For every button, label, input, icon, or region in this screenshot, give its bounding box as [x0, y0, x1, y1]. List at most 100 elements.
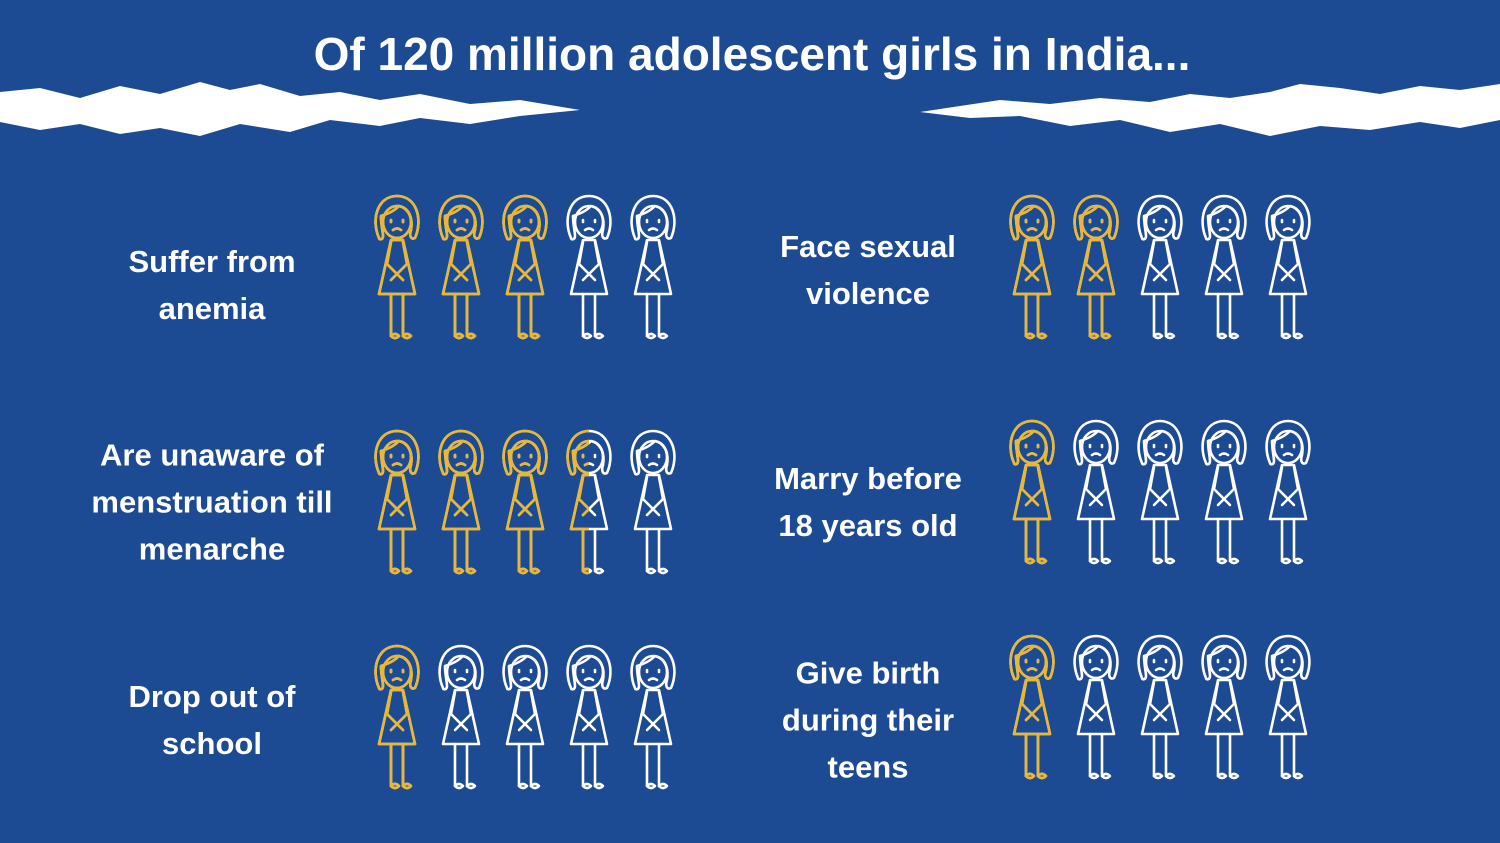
- eyes: [1024, 658, 1040, 664]
- girl-figure: [630, 429, 676, 575]
- category-label: Suffer from anemia: [128, 244, 296, 326]
- dress: [1076, 238, 1116, 296]
- legs: [1282, 519, 1294, 561]
- legs: [517, 527, 533, 573]
- eyes: [1024, 443, 1040, 449]
- legs: [1218, 294, 1230, 336]
- eyes: [389, 668, 405, 674]
- arms: [1148, 240, 1172, 282]
- feet: [581, 567, 589, 575]
- face: [445, 654, 477, 690]
- eyes: [1024, 218, 1040, 224]
- mouth: [1090, 452, 1102, 457]
- mouth: [647, 677, 659, 682]
- mouth: [519, 462, 531, 467]
- girl-figure: [1201, 194, 1247, 340]
- eyes: [1154, 445, 1166, 447]
- feet: [453, 567, 477, 575]
- mouth: [647, 227, 659, 232]
- eyes: [1024, 443, 1040, 449]
- chart-title: Of 120 million adolescent girls in India…: [314, 28, 1191, 80]
- legs: [581, 527, 585, 573]
- face: [637, 204, 669, 240]
- eyes: [1088, 443, 1104, 449]
- arms: [449, 690, 473, 732]
- girl-figure: [1073, 194, 1119, 340]
- legs: [1088, 292, 1104, 338]
- eyes: [1280, 218, 1296, 224]
- girl-figure: [1265, 634, 1311, 780]
- eyes: [389, 218, 405, 224]
- hair: [502, 194, 548, 241]
- legs: [647, 529, 659, 571]
- feet: [1024, 772, 1048, 780]
- mouth: [1218, 667, 1230, 672]
- face: [509, 204, 541, 240]
- eyes: [647, 220, 659, 222]
- dress: [1268, 463, 1308, 521]
- face: [1016, 644, 1048, 680]
- arms: [1084, 680, 1108, 722]
- arms: [385, 475, 409, 517]
- dress: [569, 238, 609, 296]
- face: [381, 204, 413, 240]
- mouth: [1026, 667, 1038, 672]
- arms: [385, 240, 409, 282]
- eyes: [1218, 660, 1230, 662]
- feet: [645, 782, 669, 790]
- dress: [1204, 678, 1244, 736]
- girl-figure: [1073, 634, 1119, 780]
- eyes: [583, 670, 595, 672]
- arms: [1020, 465, 1044, 507]
- category-label: Drop out of school: [128, 679, 296, 761]
- hair: [1073, 634, 1119, 681]
- mouth: [519, 227, 531, 232]
- arms: [641, 240, 665, 282]
- feet: [1280, 557, 1304, 565]
- eyes: [1154, 220, 1166, 222]
- girl-figure: [1137, 634, 1183, 780]
- arms: [449, 240, 473, 282]
- girl-figure: [438, 194, 484, 340]
- legs: [581, 527, 597, 573]
- legs: [1280, 517, 1296, 563]
- arms: [577, 240, 601, 282]
- hair: [630, 194, 676, 241]
- girl-figure: [1009, 194, 1055, 340]
- torn-paper-left: [0, 82, 580, 136]
- face: [381, 439, 413, 475]
- girl-figure: [1073, 419, 1119, 565]
- hair: [630, 429, 676, 476]
- mouth: [391, 462, 403, 467]
- arms: [1084, 240, 1108, 282]
- torn-paper-right: [920, 84, 1500, 136]
- arms: [513, 475, 537, 517]
- eyes: [1152, 658, 1168, 664]
- legs: [1024, 732, 1040, 778]
- face: [1208, 644, 1240, 680]
- legs: [517, 742, 533, 788]
- pictogram-row: [374, 644, 676, 790]
- arms: [641, 475, 665, 517]
- dress: [633, 473, 673, 531]
- dress: [1140, 238, 1180, 296]
- hair: [438, 194, 484, 241]
- face: [573, 654, 605, 690]
- legs: [1088, 732, 1104, 778]
- face: [381, 654, 413, 690]
- filled-figures: [1009, 634, 1230, 780]
- feet: [1024, 557, 1048, 565]
- mouth: [1090, 227, 1102, 232]
- arms: [1148, 680, 1172, 722]
- mouth: [1282, 452, 1294, 457]
- face: [509, 439, 541, 475]
- feet: [389, 567, 413, 575]
- arms: [1212, 240, 1236, 282]
- arms: [1276, 465, 1300, 507]
- legs: [1216, 292, 1232, 338]
- legs: [453, 527, 469, 573]
- eyes: [581, 453, 597, 459]
- legs: [389, 527, 405, 573]
